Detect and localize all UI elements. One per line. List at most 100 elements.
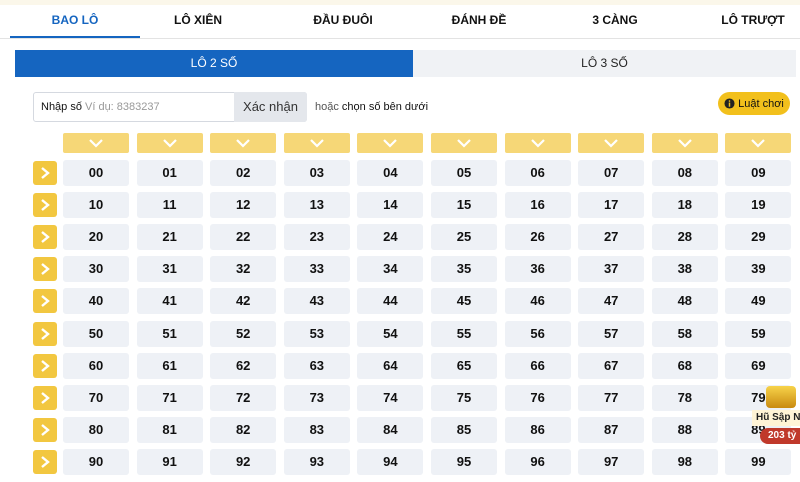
number-cell[interactable]: 98 bbox=[651, 448, 718, 475]
number-cell[interactable]: 41 bbox=[136, 288, 203, 315]
number-cell[interactable]: 61 bbox=[136, 352, 203, 379]
number-cell[interactable]: 94 bbox=[357, 448, 424, 475]
row-select[interactable] bbox=[33, 449, 57, 474]
number-cell[interactable]: 06 bbox=[504, 160, 571, 186]
number-cell[interactable]: 92 bbox=[210, 448, 277, 475]
jackpot-widget[interactable]: Hũ Sập N 203 tỷ bbox=[752, 386, 800, 454]
number-cell[interactable]: 02 bbox=[210, 160, 277, 186]
row-select[interactable] bbox=[33, 417, 57, 442]
number-cell[interactable]: 53 bbox=[283, 320, 350, 347]
number-cell[interactable]: 91 bbox=[136, 448, 203, 475]
number-cell[interactable]: 73 bbox=[283, 384, 350, 411]
column-select[interactable] bbox=[431, 133, 497, 153]
number-cell[interactable]: 11 bbox=[136, 192, 203, 219]
number-cell[interactable]: 66 bbox=[504, 352, 571, 379]
tab[interactable]: ĐÁNH ĐỀ bbox=[451, 13, 507, 27]
row-select[interactable] bbox=[33, 193, 57, 218]
number-cell[interactable]: 42 bbox=[210, 288, 277, 315]
sub-tab-active[interactable]: LÔ 2 SỐ bbox=[15, 50, 413, 77]
number-cell[interactable]: 34 bbox=[357, 256, 424, 283]
row-select[interactable] bbox=[33, 353, 57, 378]
number-cell[interactable]: 68 bbox=[651, 352, 718, 379]
number-cell[interactable]: 22 bbox=[210, 224, 277, 251]
number-cell[interactable]: 85 bbox=[431, 416, 497, 443]
number-cell[interactable]: 04 bbox=[357, 160, 424, 186]
number-cell[interactable]: 95 bbox=[431, 448, 497, 475]
number-cell[interactable]: 59 bbox=[725, 320, 792, 347]
number-cell[interactable]: 08 bbox=[651, 160, 718, 186]
column-select[interactable] bbox=[136, 133, 203, 153]
number-cell[interactable]: 82 bbox=[210, 416, 277, 443]
column-select[interactable] bbox=[63, 133, 129, 153]
number-cell[interactable]: 65 bbox=[431, 352, 497, 379]
number-cell[interactable]: 58 bbox=[651, 320, 718, 347]
number-cell[interactable]: 71 bbox=[136, 384, 203, 411]
number-cell[interactable]: 01 bbox=[136, 160, 203, 186]
number-cell[interactable]: 64 bbox=[357, 352, 424, 379]
column-select[interactable] bbox=[725, 133, 792, 153]
sub-tab[interactable]: LÔ 3 SỐ bbox=[413, 50, 796, 77]
number-cell[interactable]: 00 bbox=[63, 160, 129, 186]
number-cell[interactable]: 13 bbox=[283, 192, 350, 219]
number-cell[interactable]: 74 bbox=[357, 384, 424, 411]
number-cell[interactable]: 96 bbox=[504, 448, 571, 475]
tab[interactable]: 3 CÀNG bbox=[592, 13, 638, 27]
number-cell[interactable]: 70 bbox=[63, 384, 129, 411]
rules-button[interactable]: Luật chơi bbox=[718, 92, 790, 115]
number-cell[interactable]: 24 bbox=[357, 224, 424, 251]
tab[interactable]: LÔ XIÊN bbox=[173, 13, 222, 27]
number-cell[interactable]: 40 bbox=[63, 288, 129, 315]
number-cell[interactable]: 23 bbox=[283, 224, 350, 251]
number-cell[interactable]: 20 bbox=[63, 224, 129, 251]
number-cell[interactable]: 17 bbox=[578, 192, 645, 219]
number-cell[interactable]: 62 bbox=[210, 352, 277, 379]
number-cell[interactable]: 47 bbox=[578, 288, 645, 315]
number-cell[interactable]: 14 bbox=[357, 192, 424, 219]
number-cell[interactable]: 19 bbox=[725, 192, 792, 219]
number-cell[interactable]: 03 bbox=[283, 160, 350, 186]
number-cell[interactable]: 31 bbox=[136, 256, 203, 283]
number-cell[interactable]: 97 bbox=[578, 448, 645, 475]
column-select[interactable] bbox=[578, 133, 645, 153]
number-cell[interactable]: 57 bbox=[578, 320, 645, 347]
number-cell[interactable]: 50 bbox=[63, 320, 129, 347]
number-cell[interactable]: 37 bbox=[578, 256, 645, 283]
number-cell[interactable]: 26 bbox=[504, 224, 571, 251]
number-cell[interactable]: 77 bbox=[578, 384, 645, 411]
number-cell[interactable]: 30 bbox=[63, 256, 129, 283]
number-cell[interactable]: 90 bbox=[63, 448, 129, 475]
number-cell[interactable]: 78 bbox=[651, 384, 718, 411]
number-cell[interactable]: 39 bbox=[725, 256, 792, 283]
column-select[interactable] bbox=[357, 133, 424, 153]
number-cell[interactable]: 84 bbox=[357, 416, 424, 443]
number-cell[interactable]: 46 bbox=[504, 288, 571, 315]
number-cell[interactable]: 72 bbox=[210, 384, 277, 411]
row-select[interactable] bbox=[33, 385, 57, 410]
column-select[interactable] bbox=[504, 133, 571, 153]
number-cell[interactable]: 15 bbox=[431, 192, 497, 219]
number-cell[interactable]: 51 bbox=[136, 320, 203, 347]
number-cell[interactable]: 45 bbox=[431, 288, 497, 315]
tab-active[interactable]: BAO LÔ bbox=[10, 0, 140, 38]
number-cell[interactable]: 93 bbox=[283, 448, 350, 475]
number-cell[interactable]: 60 bbox=[63, 352, 129, 379]
number-cell[interactable]: 09 bbox=[725, 160, 792, 186]
number-cell[interactable]: 54 bbox=[357, 320, 424, 347]
number-cell[interactable]: 80 bbox=[63, 416, 129, 443]
number-cell[interactable]: 55 bbox=[431, 320, 497, 347]
number-cell[interactable]: 29 bbox=[725, 224, 792, 251]
number-cell[interactable]: 36 bbox=[504, 256, 571, 283]
column-select[interactable] bbox=[651, 133, 718, 153]
number-cell[interactable]: 83 bbox=[283, 416, 350, 443]
number-cell[interactable]: 12 bbox=[210, 192, 277, 219]
number-cell[interactable]: 75 bbox=[431, 384, 497, 411]
number-cell[interactable]: 16 bbox=[504, 192, 571, 219]
number-cell[interactable]: 18 bbox=[651, 192, 718, 219]
row-select[interactable] bbox=[33, 225, 57, 250]
number-cell[interactable]: 10 bbox=[63, 192, 129, 219]
number-cell[interactable]: 88 bbox=[651, 416, 718, 443]
number-cell[interactable]: 35 bbox=[431, 256, 497, 283]
number-cell[interactable]: 32 bbox=[210, 256, 277, 283]
column-select[interactable] bbox=[283, 133, 350, 153]
number-cell[interactable]: 99 bbox=[725, 448, 792, 475]
